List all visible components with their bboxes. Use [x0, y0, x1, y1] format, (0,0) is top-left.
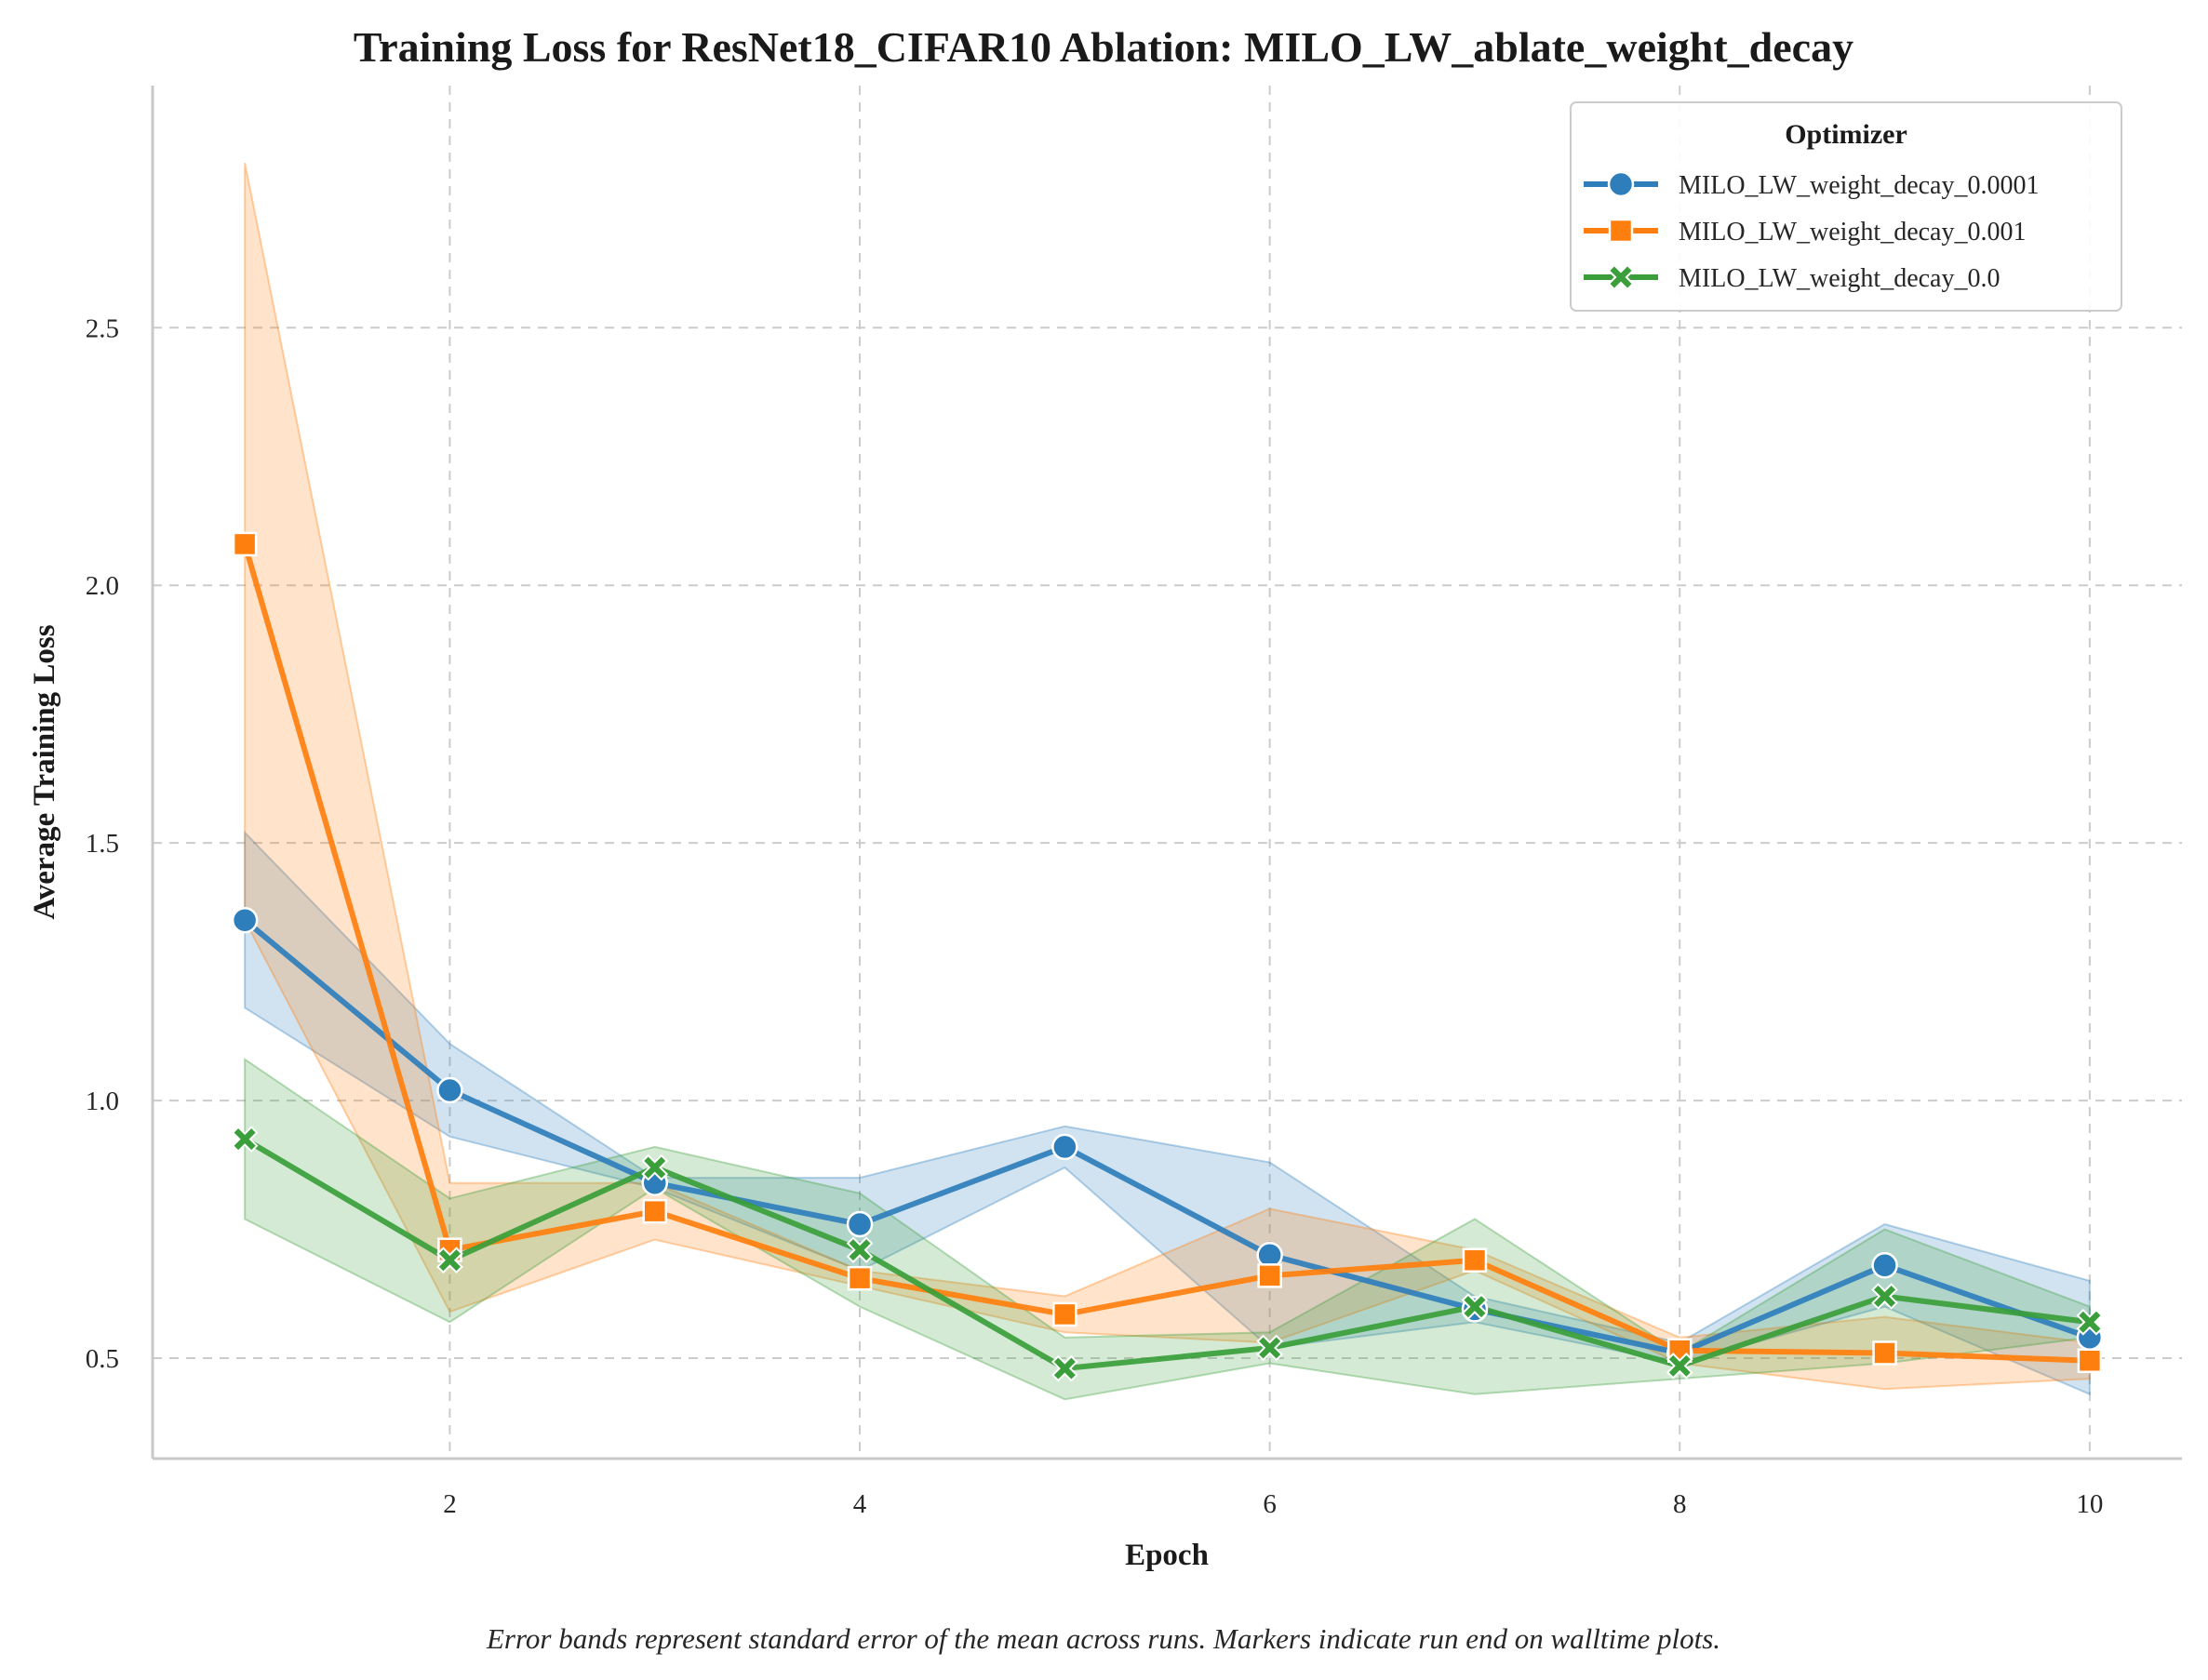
- series-3-line: [243, 1137, 2091, 1372]
- series-2-point: [1462, 1247, 1488, 1273]
- series-1-point: [846, 1210, 874, 1238]
- y-tick-label: 1.5: [86, 829, 119, 859]
- x-tick-label: 10: [2076, 1489, 2103, 1519]
- y-tick-label: 2.5: [86, 313, 119, 343]
- series-3-point: [1871, 1283, 1898, 1310]
- series-1-point: [231, 906, 259, 934]
- chart-title: Training Loss for ResNet18_CIFAR10 Ablat…: [354, 23, 1853, 71]
- legend-entry: MILO_LW_weight_decay_0.001: [1584, 218, 2027, 247]
- series-3-point: [641, 1153, 669, 1181]
- series-2-point: [1872, 1340, 1897, 1366]
- series-3-point: [1256, 1334, 1284, 1362]
- series-3-point: [1050, 1354, 1078, 1382]
- series-1-point: [436, 1076, 463, 1104]
- legend-label: MILO_LW_weight_decay_0.0001: [1679, 171, 2040, 200]
- series-3-point: [1461, 1293, 1489, 1320]
- series-2-point: [1052, 1301, 1077, 1327]
- y-axis-label: Average Training Loss: [28, 624, 61, 919]
- series-1-line: [243, 917, 2091, 1356]
- legend-label: MILO_LW_weight_decay_0.0: [1679, 264, 2001, 293]
- series-2-line: [242, 543, 2090, 1364]
- series-lines: [242, 543, 2091, 1372]
- series-1-point: [1871, 1252, 1898, 1279]
- legend-marker: [1608, 218, 1634, 244]
- series-3-point: [1666, 1352, 1693, 1380]
- series-2-point: [1257, 1263, 1282, 1288]
- legend-marker: [1607, 263, 1635, 291]
- series-markers: [231, 531, 2104, 1382]
- x-tick-label: 6: [1263, 1489, 1277, 1519]
- x-tick-label: 2: [443, 1489, 457, 1519]
- series-2-point: [847, 1265, 873, 1291]
- series-1-error-band: [244, 830, 2091, 1396]
- error-bands: [244, 162, 2091, 1401]
- series-3-point: [436, 1247, 463, 1274]
- legend-box: [1570, 101, 2122, 312]
- legend-marker: [1607, 170, 1635, 198]
- chart-caption: Error bands represent standard error of …: [486, 1622, 1720, 1655]
- legend-entry: MILO_LW_weight_decay_0.0: [1584, 263, 2001, 293]
- series-2-error-band: [244, 162, 2091, 1391]
- series-2-point: [232, 531, 258, 557]
- legend-label: MILO_LW_weight_decay_0.001: [1679, 218, 2027, 247]
- axes: 2 4 6 8 10 0.5 1.0 1.5 2.0 2.5: [86, 86, 2182, 1519]
- series-3-point: [846, 1236, 874, 1264]
- x-tick-label: 4: [853, 1489, 867, 1519]
- legend-entry: MILO_LW_weight_decay_0.0001: [1584, 170, 2040, 200]
- series-3-point: [231, 1126, 259, 1153]
- legend: Optimizer MILO_LW_weight_decay_0.0001 MILO…: [1570, 101, 2122, 312]
- series-3-point: [2076, 1308, 2104, 1336]
- x-axis-label: Epoch: [1125, 1539, 1209, 1572]
- y-tick-label: 0.5: [86, 1344, 119, 1374]
- x-tick-label: 8: [1673, 1489, 1687, 1519]
- y-tick-label: 2.0: [86, 571, 119, 601]
- series-2-point: [642, 1198, 667, 1224]
- series-2-point: [2077, 1348, 2103, 1374]
- series-1-point: [1051, 1133, 1078, 1161]
- y-tick-label: 1.0: [86, 1087, 119, 1116]
- legend-title: Optimizer: [1785, 119, 1907, 150]
